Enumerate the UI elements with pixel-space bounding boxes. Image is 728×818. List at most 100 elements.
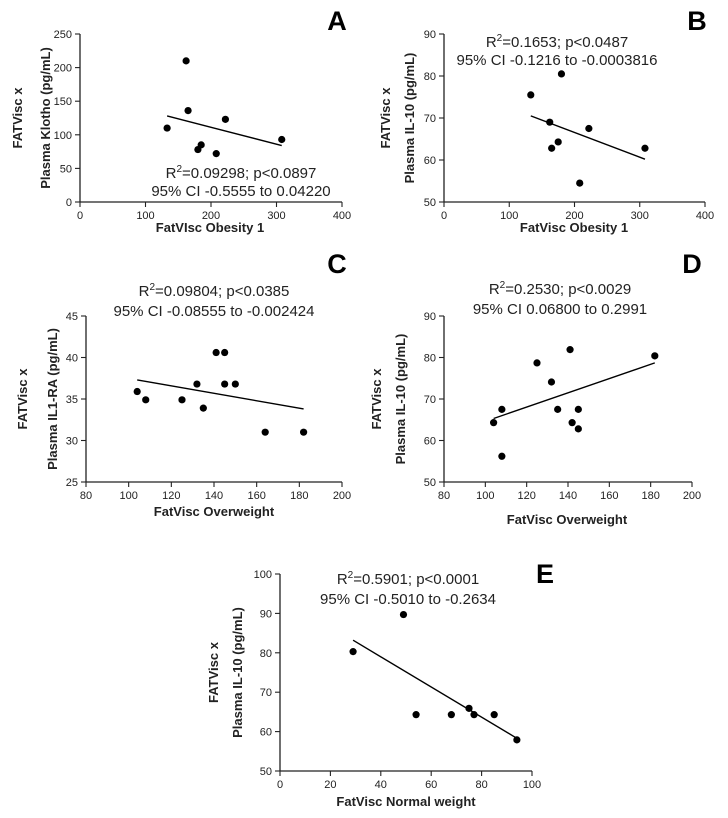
y-tick-label: 60 (260, 727, 272, 739)
data-point (568, 419, 576, 427)
y-tick-label: 90 (424, 311, 436, 323)
y-axis-label-line2: Plasma Klotho (pg/mL) (38, 47, 53, 189)
data-point (412, 711, 420, 719)
data-point (163, 124, 171, 132)
y-tick-label: 60 (424, 155, 436, 167)
x-axis-label: FatVisc Normal weight (336, 794, 476, 809)
data-point (498, 452, 506, 460)
r-squared-symbol: R (139, 283, 150, 300)
x-tick-label: 0 (277, 779, 283, 791)
r-squared-value: =0.2530; p<0.0029 (505, 281, 631, 298)
y-axis-label-line1: FATVisc x (369, 368, 384, 430)
data-point (574, 405, 582, 413)
r-squared-symbol: R (489, 281, 500, 298)
x-tick-label: 100 (500, 210, 518, 222)
panel-letter: D (682, 249, 702, 279)
y-tick-label: 100 (54, 130, 72, 142)
y-tick-label: 80 (424, 71, 436, 83)
regression-line (493, 362, 656, 420)
y-axis-label-line2: Plasma IL-10 (pg/mL) (393, 334, 408, 465)
panel-letter: C (327, 249, 347, 279)
x-tick-label: 120 (517, 490, 535, 502)
data-point (554, 138, 562, 146)
y-tick-label: 35 (66, 394, 78, 406)
y-axis-label-line1: FATVisc x (10, 87, 25, 149)
data-point (399, 610, 408, 619)
x-tick-label: 180 (290, 490, 308, 502)
x-tick-label: 100 (136, 210, 154, 222)
y-axis-label-line1: FATVisc x (15, 368, 30, 430)
y-tick-label: 90 (424, 29, 436, 41)
data-point (278, 135, 286, 144)
x-tick-label: 300 (267, 210, 285, 222)
panel-c: 80 100 120 140 160 180 200 25 30 35 40 45 FatVisc Ov… (15, 249, 351, 519)
data-point (574, 425, 582, 433)
r-squared-value: =0.1653; p<0.0487 (502, 34, 628, 51)
y-tick-label: 40 (66, 353, 78, 365)
y-axis-label-line1: FATVisc x (378, 87, 393, 149)
data-point (465, 704, 473, 712)
data-point (585, 124, 593, 133)
data-point (498, 405, 506, 413)
r-squared-superscript: 2 (149, 282, 155, 293)
x-axis-label: FatVisc Obesity 1 (520, 220, 628, 235)
r-squared-symbol: R (486, 34, 497, 51)
x-tick-label: 60 (425, 779, 437, 791)
data-point (182, 57, 190, 65)
y-axis-label-line2: Plasma IL-10 (pg/mL) (230, 607, 245, 738)
data-point (470, 711, 478, 719)
x-tick-label: 400 (333, 210, 351, 222)
r-squared-symbol: R (337, 571, 348, 588)
data-point (490, 419, 498, 427)
panel-letter: E (536, 559, 554, 589)
data-point (490, 711, 498, 719)
data-point (546, 118, 554, 126)
data-point (193, 380, 201, 388)
y-tick-label: 0 (66, 197, 72, 209)
data-point (212, 348, 220, 357)
r-squared-superscript: 2 (500, 280, 506, 291)
y-tick-label: 200 (54, 63, 72, 75)
r-squared-value: =0.09804; p<0.0385 (155, 283, 289, 300)
x-tick-label: 100 (523, 779, 541, 791)
data-point (231, 380, 239, 388)
data-point (547, 378, 556, 386)
x-tick-label: 300 (631, 210, 649, 222)
y-tick-label: 100 (254, 569, 272, 581)
x-tick-label: 120 (162, 490, 180, 502)
data-point (184, 107, 192, 115)
r-squared-value: =0.09298; p<0.0897 (182, 165, 316, 182)
confidence-interval-annotation: 95% CI 0.06800 to 0.2991 (473, 301, 647, 318)
confidence-interval-annotation: 95% CI -0.1216 to -0.0003816 (457, 52, 658, 69)
r-squared-annotation: R2=0.5901; p<0.0001 (337, 570, 479, 588)
data-point (349, 648, 357, 656)
y-tick-label: 70 (260, 687, 272, 699)
y-tick-label: 50 (60, 163, 72, 175)
r-squared-annotation: R2=0.1653; p<0.0487 (486, 33, 628, 51)
x-tick-label: 0 (77, 210, 83, 222)
data-point (221, 380, 229, 388)
data-point (513, 736, 521, 744)
y-axis-label-line2: Plasma IL-10 (pg/mL) (402, 53, 417, 184)
y-tick-label: 90 (260, 608, 272, 620)
data-point (178, 396, 186, 404)
panel-letter: A (327, 6, 347, 36)
r-squared-annotation: R2=0.09298; p<0.0897 (166, 164, 317, 182)
panel-e: 0 20 40 60 80 100 50 60 70 80 90 100 FatVisc Normal … (206, 559, 554, 809)
data-point (566, 346, 574, 354)
data-point (576, 179, 584, 187)
data-point (548, 144, 556, 152)
y-tick-label: 80 (424, 353, 436, 365)
regression-line (166, 115, 282, 147)
x-tick-label: 80 (475, 779, 487, 791)
data-point (133, 387, 141, 396)
r-squared-annotation: R2=0.09804; p<0.0385 (139, 282, 290, 300)
data-point (533, 359, 541, 367)
x-tick-label: 160 (600, 490, 618, 502)
panel-b: 0 100 200 300 400 50 60 70 80 90 FatVisc Obesity 1… (378, 6, 714, 235)
data-point (557, 70, 566, 78)
data-point (221, 348, 229, 357)
data-point (641, 144, 649, 152)
panel-letter: B (687, 6, 707, 36)
